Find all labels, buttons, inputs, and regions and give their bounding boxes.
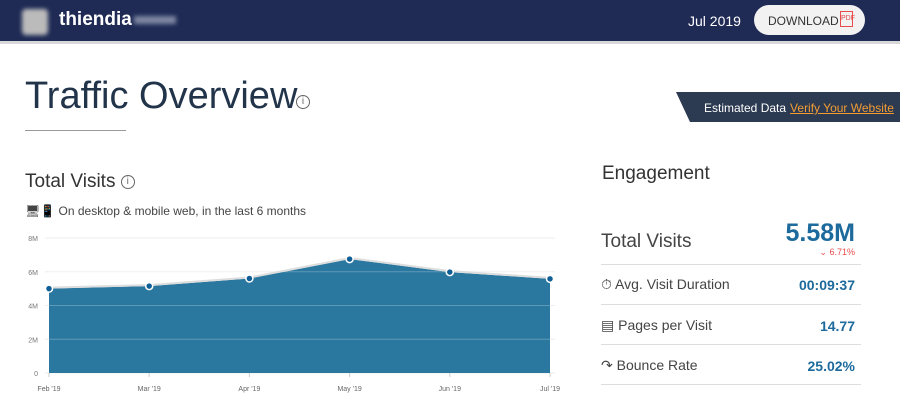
metric-row: ⏱ Avg. Visit Duration 00:09:37: [601, 265, 861, 305]
visits-subtitle: 🖥📱 On desktop & mobile web, in the last …: [25, 204, 306, 218]
x-tick-label: Jul '19: [540, 386, 560, 393]
estimated-data-banner: Estimated Data Verify Your Website: [676, 92, 900, 122]
y-tick-label: 0: [34, 371, 38, 378]
metric-value: 14.77: [819, 318, 855, 334]
series-line: [48, 257, 551, 289]
metric-value: 25.02%: [807, 358, 855, 374]
data-point: [545, 274, 555, 284]
metric-label: Total Visits: [601, 231, 692, 252]
stopwatch-icon: ⏱: [601, 276, 612, 292]
month-label: Jul 2019: [688, 13, 741, 29]
info-icon[interactable]: i: [120, 174, 135, 189]
metric-row: ▤ Pages per Visit 14.77: [601, 305, 861, 345]
metric-value: 00:09:37: [798, 277, 855, 293]
metric-value: 5.58M: [785, 219, 855, 247]
bounce-arrow-icon: ↷: [601, 357, 613, 373]
site-name: thiendia: [59, 9, 176, 31]
pdf-icon: PDF: [840, 11, 855, 27]
x-tick-label: May '19: [337, 386, 361, 393]
desktop-mobile-icon: 🖥📱: [25, 204, 56, 218]
total-visits-heading: Total Visits i: [25, 171, 135, 193]
y-tick-label: 2M: [28, 337, 38, 344]
data-point: [345, 254, 354, 264]
chevron-down-icon: ⌄: [819, 247, 827, 257]
change-badge: ⌄ 6.71%: [819, 247, 855, 257]
y-tick-label: 6M: [28, 270, 38, 277]
total-visits-row: Total Visits 5.58M ⌄ 6.71%: [601, 215, 861, 265]
metric-row: ↷ Bounce Rate 25.02%: [601, 345, 861, 385]
info-icon[interactable]: i: [296, 95, 310, 109]
title-divider: [25, 130, 126, 131]
total-visits-chart: 0 2M 4M 6M 8M Feb '19 Mar '19 Apr '19 May '19 Jun…: [28, 236, 560, 393]
area-fill: [49, 259, 550, 373]
x-tick-label: Feb '19: [37, 386, 60, 393]
pages-icon: ▤: [601, 317, 615, 333]
top-bar: thiendia Jul 2019 DOWNLOAD PDF: [0, 0, 900, 44]
download-button[interactable]: DOWNLOAD PDF: [754, 5, 865, 35]
x-tick-label: Jun '19: [439, 386, 461, 393]
page-title: Traffic Overview: [25, 75, 298, 117]
x-tick-label: Apr '19: [238, 386, 260, 393]
x-tick-label: Mar '19: [138, 386, 161, 393]
data-point: [245, 274, 254, 283]
verify-website-link[interactable]: Verify Your Website: [790, 101, 894, 115]
data-point: [144, 281, 154, 291]
data-point: [44, 284, 54, 293]
site-logo: [22, 9, 48, 35]
y-tick-label: 8M: [28, 236, 38, 243]
data-point: [445, 267, 455, 277]
y-tick-label: 4M: [28, 304, 38, 311]
engagement-title: Engagement: [602, 163, 710, 184]
